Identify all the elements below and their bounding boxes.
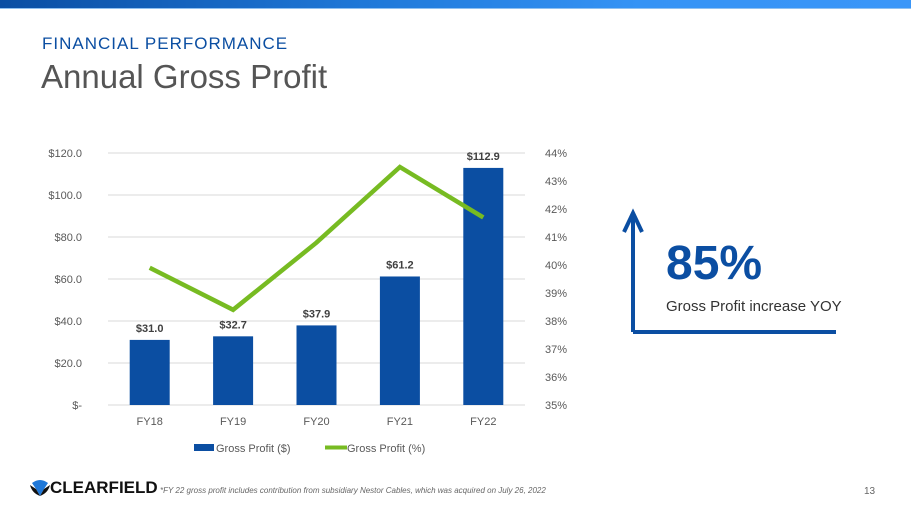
- page-number: 13: [864, 486, 876, 497]
- legend-label: Gross Profit (%): [347, 443, 425, 455]
- bar-data-label: $31.0: [136, 323, 164, 335]
- right-tick-label: 38%: [545, 316, 567, 328]
- legend-swatch-bar: [194, 444, 214, 451]
- bar-FY22: [463, 167, 504, 405]
- section-kicker: FINANCIAL PERFORMANCE: [42, 34, 289, 53]
- callout-value: 85%: [666, 237, 763, 290]
- left-tick-label: $120.0: [48, 148, 82, 160]
- right-tick-label: 35%: [545, 400, 567, 412]
- bar-FY21: [379, 276, 420, 405]
- right-tick-label: 41%: [545, 232, 567, 244]
- logo-text: CLEARFIELD: [50, 478, 158, 497]
- x-tick-label: FY20: [303, 416, 329, 428]
- top-banner-line: [0, 8, 911, 9]
- clearfield-logo: CLEARFIELD: [30, 478, 158, 498]
- left-tick-label: $20.0: [54, 358, 82, 370]
- x-tick-label: FY22: [470, 416, 496, 428]
- right-tick-label: 43%: [545, 176, 567, 188]
- increase-arrow-icon: [622, 208, 836, 334]
- left-tick-label: $40.0: [54, 316, 82, 328]
- x-tick-label: FY21: [387, 416, 413, 428]
- x-tick-label: FY18: [137, 416, 163, 428]
- callout-label: Gross Profit increase YOY: [666, 298, 842, 315]
- left-tick-label: $100.0: [48, 190, 82, 202]
- logo-icon: [30, 480, 50, 496]
- left-tick-label: $-: [72, 400, 82, 412]
- right-tick-label: 42%: [545, 204, 567, 216]
- left-tick-label: $80.0: [54, 232, 82, 244]
- bar-data-label: $61.2: [386, 259, 414, 271]
- left-tick-label: $60.0: [54, 274, 82, 286]
- bar-data-label: $32.7: [219, 319, 247, 331]
- footnote: *FY 22 gross profit includes contributio…: [160, 486, 546, 495]
- right-tick-label: 39%: [545, 288, 567, 300]
- slide-title: Annual Gross Profit: [41, 58, 328, 95]
- gross-profit-pct-line: [148, 164, 485, 313]
- top-banner: [0, 0, 911, 8]
- bar-FY20: [296, 325, 337, 405]
- bar-FY18: [129, 339, 170, 405]
- bar-data-label: $37.9: [303, 308, 331, 320]
- x-tick-label: FY19: [220, 416, 246, 428]
- right-tick-label: 44%: [545, 148, 567, 160]
- right-tick-label: 36%: [545, 372, 567, 384]
- legend-label: Gross Profit ($): [216, 443, 291, 455]
- bar-data-label: $112.9: [467, 151, 500, 163]
- right-tick-label: 37%: [545, 344, 567, 356]
- right-tick-label: 40%: [545, 260, 567, 272]
- bar-FY19: [213, 336, 254, 405]
